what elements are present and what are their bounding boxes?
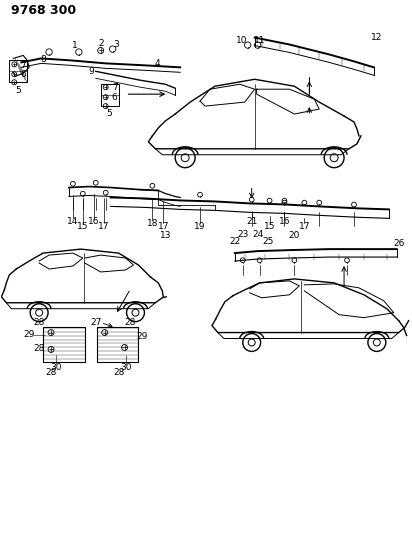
Text: 23: 23 bbox=[237, 230, 248, 239]
Text: 15: 15 bbox=[77, 222, 89, 231]
Text: 18: 18 bbox=[147, 219, 158, 228]
Text: 28: 28 bbox=[33, 318, 45, 327]
Text: 4: 4 bbox=[154, 59, 160, 68]
Text: 17: 17 bbox=[98, 222, 110, 231]
Text: 3: 3 bbox=[114, 40, 119, 49]
Text: 6: 6 bbox=[112, 93, 117, 102]
Text: 5: 5 bbox=[15, 86, 21, 95]
Text: 28: 28 bbox=[45, 368, 57, 377]
Bar bbox=[43, 327, 85, 362]
Text: 17: 17 bbox=[299, 222, 310, 231]
Text: 2: 2 bbox=[98, 39, 103, 48]
Text: 20: 20 bbox=[289, 231, 300, 240]
Text: 28: 28 bbox=[125, 318, 136, 327]
Text: 11: 11 bbox=[254, 36, 265, 45]
Text: 12: 12 bbox=[371, 33, 382, 42]
Text: 10: 10 bbox=[236, 36, 248, 45]
Text: 9768 300: 9768 300 bbox=[11, 4, 77, 17]
Text: 21: 21 bbox=[246, 217, 258, 226]
Bar bbox=[97, 327, 138, 362]
Text: 7: 7 bbox=[20, 61, 26, 70]
Text: 29: 29 bbox=[23, 330, 35, 339]
Text: 24: 24 bbox=[252, 230, 263, 239]
Text: 7: 7 bbox=[112, 83, 117, 92]
Bar bbox=[9, 60, 27, 82]
Text: 6: 6 bbox=[20, 70, 26, 79]
Text: 13: 13 bbox=[159, 231, 171, 240]
Text: 25: 25 bbox=[262, 237, 273, 246]
Text: 1: 1 bbox=[72, 41, 78, 50]
Text: 30: 30 bbox=[50, 363, 62, 372]
Text: 16: 16 bbox=[279, 217, 290, 226]
Text: 19: 19 bbox=[194, 222, 206, 231]
Text: 30: 30 bbox=[120, 363, 131, 372]
Text: 15: 15 bbox=[264, 222, 275, 231]
Text: 26: 26 bbox=[393, 239, 405, 248]
Text: 9: 9 bbox=[88, 67, 94, 76]
Text: 5: 5 bbox=[107, 109, 112, 118]
Bar bbox=[101, 84, 119, 106]
Text: 17: 17 bbox=[157, 222, 169, 231]
Text: 28: 28 bbox=[113, 368, 124, 377]
Text: 8: 8 bbox=[40, 55, 46, 64]
Text: 22: 22 bbox=[229, 237, 241, 246]
Text: 14: 14 bbox=[67, 217, 79, 226]
Text: 27: 27 bbox=[90, 318, 101, 327]
Text: 28: 28 bbox=[33, 344, 45, 353]
Text: 29: 29 bbox=[137, 332, 148, 341]
Text: 16: 16 bbox=[88, 217, 100, 226]
